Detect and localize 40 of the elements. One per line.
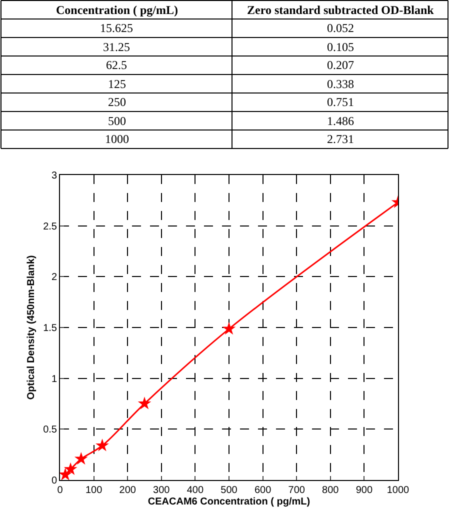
- point: [138, 396, 152, 410]
- y-tick-label: 3: [51, 170, 58, 182]
- category-label: 62.5: [106, 58, 127, 72]
- x-tick-label: 800: [322, 485, 340, 496]
- category-label: 125: [108, 77, 126, 91]
- x-tick-label: 600: [254, 485, 272, 496]
- text: Zero standard subtracted OD-Blank: [247, 3, 434, 17]
- y-tick-label: 2: [51, 272, 58, 284]
- x-tick-label: 300: [153, 485, 170, 496]
- y-tick-label: 2.5: [43, 221, 58, 232]
- data-label: 0.052: [327, 21, 354, 35]
- category-label: 15.625: [100, 21, 133, 35]
- x-tick-label: 100: [85, 485, 103, 496]
- y-axis-title: Optical Density (450nm-Blank): [26, 255, 38, 400]
- x-tick-label: 900: [356, 485, 373, 496]
- data-label: 1.486: [327, 114, 354, 128]
- data-label: 0.338: [327, 77, 354, 91]
- x-tick-label: 400: [186, 485, 204, 496]
- category-label: 500: [108, 114, 126, 128]
- data-label: 2.731: [327, 132, 354, 146]
- point: [222, 322, 236, 335]
- x-tick-label: 200: [119, 485, 136, 496]
- y-tick-label: 1.5: [43, 323, 58, 334]
- category-label: 1000: [105, 132, 129, 146]
- x-tick-label: 500: [220, 485, 238, 496]
- point: [96, 438, 109, 452]
- x-tick-label: 1000: [386, 485, 410, 496]
- y-tick-label: 0.5: [43, 424, 58, 436]
- category-label: 31.25: [103, 40, 130, 54]
- point: [74, 452, 88, 465]
- point: [64, 462, 78, 475]
- data-label: 0.105: [327, 40, 354, 54]
- y-tick-label: 0: [51, 476, 58, 486]
- data-label: 0.751: [327, 95, 354, 109]
- x-tick-label: 700: [288, 485, 306, 496]
- category-label: 250: [108, 95, 126, 109]
- data-label: 0.207: [327, 58, 354, 72]
- text: Concentration ( pg/mL): [56, 3, 178, 17]
- y-tick-label: 1: [51, 374, 58, 385]
- x-axis-title: CEACAM6 Concentration ( pg/mL): [148, 496, 310, 508]
